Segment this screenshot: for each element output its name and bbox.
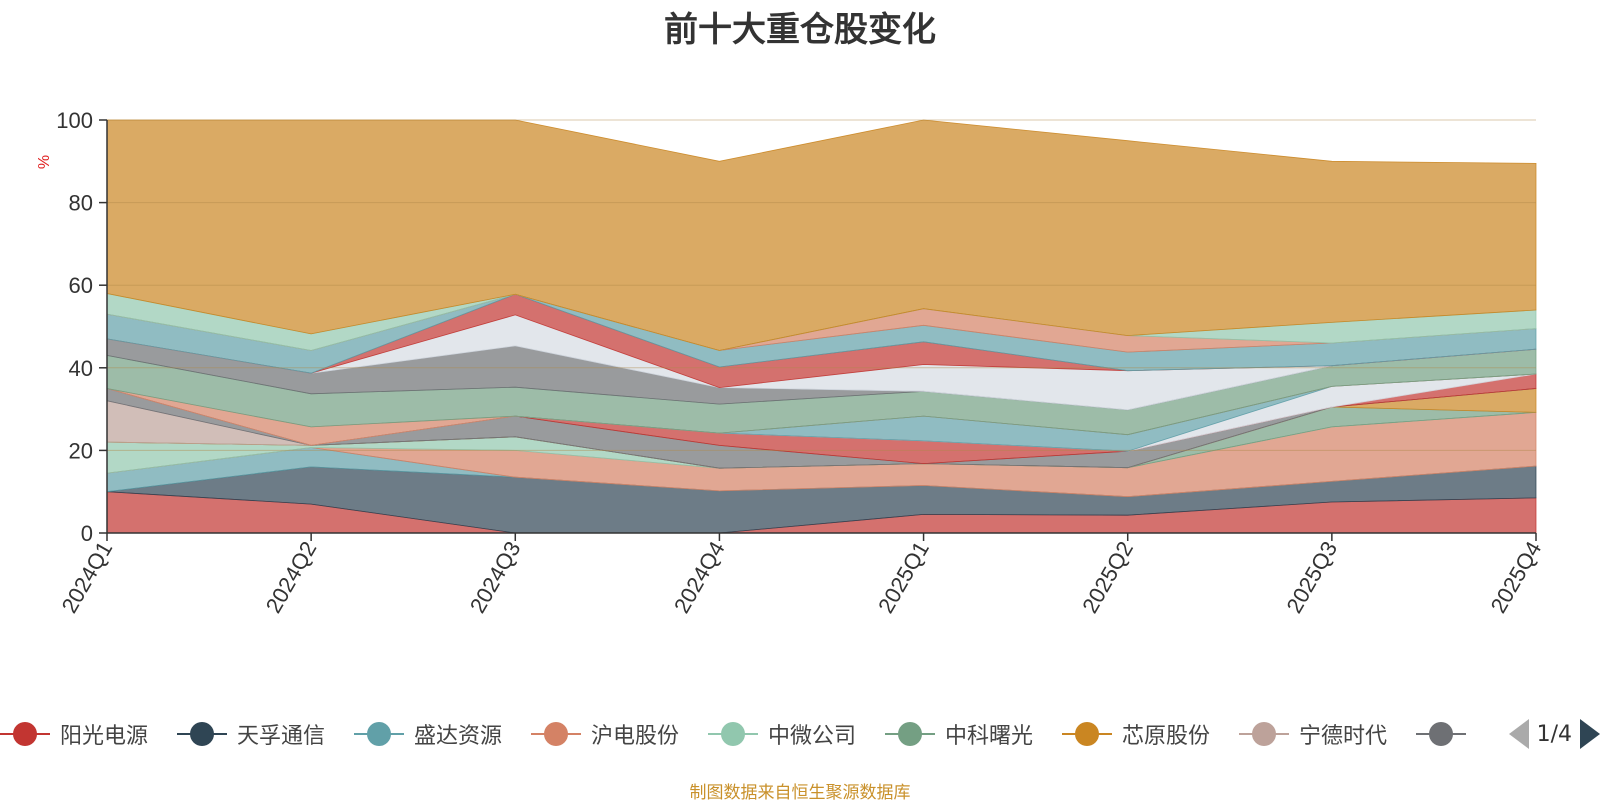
grid-lines xyxy=(107,119,1536,451)
legend-marker-icon xyxy=(708,722,758,746)
legend-marker-icon xyxy=(885,722,935,746)
legend-label: 中科曙光 xyxy=(945,724,1034,749)
legend-marker-icon xyxy=(0,722,50,746)
legend-next-page-icon[interactable] xyxy=(1580,719,1600,749)
legend-marker-icon xyxy=(1239,722,1289,746)
x-tick-label: 2024Q1 xyxy=(57,537,118,617)
legend-label: 中微公司 xyxy=(768,724,857,749)
x-tick-label: 2025Q4 xyxy=(1486,537,1547,617)
y-tick-label: 60 xyxy=(69,273,93,298)
x-tick-label: 2025Q1 xyxy=(873,537,934,617)
legend-marker-icon xyxy=(177,722,227,746)
legend-item[interactable]: 中微公司 xyxy=(708,712,856,756)
y-tick-label: 100 xyxy=(56,108,93,133)
legend-marker-icon xyxy=(1416,722,1466,746)
legend-item[interactable]: 阳光电源 xyxy=(0,712,148,756)
x-tick-label: 2024Q4 xyxy=(669,537,730,617)
legend-pager: 1/4 xyxy=(1500,712,1600,756)
data-source-note: 制图数据来自恒生聚源数据库 xyxy=(689,783,911,803)
legend-page-indicator: 1/4 xyxy=(1536,721,1572,747)
legend-item[interactable] xyxy=(1416,712,1476,756)
y-tick-label: 40 xyxy=(69,356,93,381)
y-tick-label: 0 xyxy=(81,521,93,546)
legend-prev-page-icon[interactable] xyxy=(1508,719,1529,749)
legend-label: 天孚通信 xyxy=(237,724,326,749)
x-tick-label: 2024Q3 xyxy=(465,537,526,617)
area-series-group xyxy=(106,119,1537,534)
y-tick-label: 20 xyxy=(69,438,93,463)
area-series-21[interactable] xyxy=(106,119,1537,351)
legend-label: 阳光电源 xyxy=(60,724,149,749)
y-axis-label: % xyxy=(36,155,53,169)
legend-marker-icon xyxy=(531,722,581,746)
y-tick-label: 80 xyxy=(69,191,93,216)
chart-title: 前十大重仓股变化 xyxy=(664,10,936,50)
x-tick-label: 2024Q2 xyxy=(261,537,322,617)
legend-marker-icon xyxy=(1062,722,1112,746)
legend-item[interactable]: 宁德时代 xyxy=(1239,712,1387,756)
legend-label: 盛达资源 xyxy=(414,724,503,749)
legend: 阳光电源 天孚通信 盛达资源 沪电股份 中微公司 中科曙光 芯原股份 宁德时代 xyxy=(0,712,1600,756)
legend-label: 芯原股份 xyxy=(1122,724,1211,749)
legend-marker-icon xyxy=(354,722,404,746)
legend-item[interactable]: 芯原股份 xyxy=(1062,712,1210,756)
legend-label: 沪电股份 xyxy=(591,724,680,749)
x-tick-label: 2025Q2 xyxy=(1077,537,1138,617)
legend-item[interactable]: 盛达资源 xyxy=(354,712,502,756)
legend-label: 宁德时代 xyxy=(1299,724,1388,749)
legend-item[interactable]: 中科曙光 xyxy=(885,712,1033,756)
legend-item[interactable]: 沪电股份 xyxy=(531,712,679,756)
legend-item[interactable]: 天孚通信 xyxy=(177,712,325,756)
x-tick-label: 2025Q3 xyxy=(1281,537,1342,617)
